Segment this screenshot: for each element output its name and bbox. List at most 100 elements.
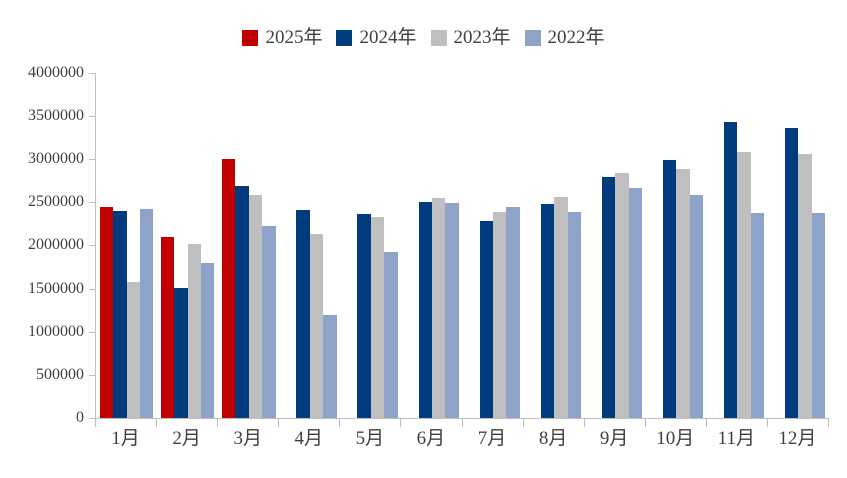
x-tick-label: 8月 [538,428,568,449]
bar [99,206,114,418]
x-axis-tick [339,419,340,427]
legend-item: 2022年 [524,28,605,47]
bar-slot [723,73,738,418]
bar [601,176,616,418]
bar-slot [113,73,127,418]
bar [323,314,337,418]
y-axis-tick [89,289,95,290]
y-tick-label: 2500000 [28,193,84,210]
legend-label: 2024年 [359,27,417,48]
bar-slot [283,73,296,418]
y-tick-label: 500000 [36,366,84,383]
bar [126,281,140,418]
bar-slot [445,73,459,418]
bar-slot [588,73,601,418]
legend-label: 2023年 [453,27,511,48]
y-tick-label: 1500000 [28,280,84,297]
bar [445,203,459,418]
bar [370,217,385,418]
bar-slot [689,73,704,418]
bar [737,152,751,418]
bar-slot [262,73,276,418]
bar-slot [615,73,629,418]
legend-label: 2025年 [265,27,323,48]
legend-swatch-icon [242,29,259,46]
bar-group [585,73,646,418]
x-axis-tick [523,419,524,427]
bar-slot [567,73,581,418]
bar [676,168,690,418]
y-axis-tick [89,375,95,376]
y-tick-label: 3000000 [28,150,84,167]
y-tick-label: 1000000 [28,323,84,340]
x-axis-tick [217,419,218,427]
x-tick-label: 6月 [416,428,446,449]
bar-slot [737,73,751,418]
bar [540,204,555,418]
y-axis-tick [89,116,95,117]
bar-slot [431,73,446,418]
bar-slot [527,73,540,418]
x-axis-tick [828,419,829,427]
bar-slot [126,73,140,418]
bar-slot [493,73,507,418]
bar [784,128,799,418]
x-axis-tick [767,419,768,427]
bar-slot [710,73,723,418]
y-tick-label: 3500000 [28,107,84,124]
x-tick-label: 7月 [477,428,507,449]
bar [357,213,371,418]
bar-slot [479,73,493,418]
bar [201,262,215,418]
bar-slot [649,73,662,418]
y-tick-label: 2000000 [28,236,84,253]
legend-swatch-icon [336,29,353,46]
bar [479,221,493,418]
y-axis-tick [89,202,95,203]
bar [723,122,738,418]
bar [309,234,324,418]
bar-slot [187,73,202,418]
bar [384,252,398,418]
y-axis-tick [89,159,95,160]
bar-slot [540,73,555,418]
bar [174,287,188,418]
bar [750,212,765,418]
x-axis-tick [462,419,463,427]
bar-group [157,73,218,418]
bar-slot [628,73,642,418]
y-tick-label: 0 [76,409,84,426]
bar [811,212,826,418]
legend-item: 2023年 [430,27,511,48]
x-tick-label: 1月 [111,428,140,449]
bar [567,211,581,418]
bar-slot [344,73,357,418]
bar [139,209,154,418]
bar [431,198,446,418]
x-axis-tick [156,419,157,427]
x-tick-label: 4月 [294,428,324,449]
bar-slot [248,73,263,418]
x-tick-label: 12月 [778,428,817,449]
bar-group [218,73,279,418]
bar [493,211,507,418]
bar-group [340,73,401,418]
bar [235,186,249,418]
x-tick-label: 9月 [599,428,629,449]
bar-slot [750,73,765,418]
y-tick-label: 4000000 [28,64,84,81]
bar-group [768,73,829,418]
bar-slot [139,73,154,418]
bar-slot [357,73,371,418]
bar-slot [201,73,215,418]
bar [418,201,432,418]
bar-slot [99,73,114,418]
chart-legend: 2025年 2024年 2023年 2022年 [0,28,847,47]
bar-group [401,73,462,418]
bar-slot [235,73,249,418]
bar-slot [418,73,432,418]
bar [628,187,642,418]
bar-slot [160,73,175,418]
bar [689,194,704,418]
